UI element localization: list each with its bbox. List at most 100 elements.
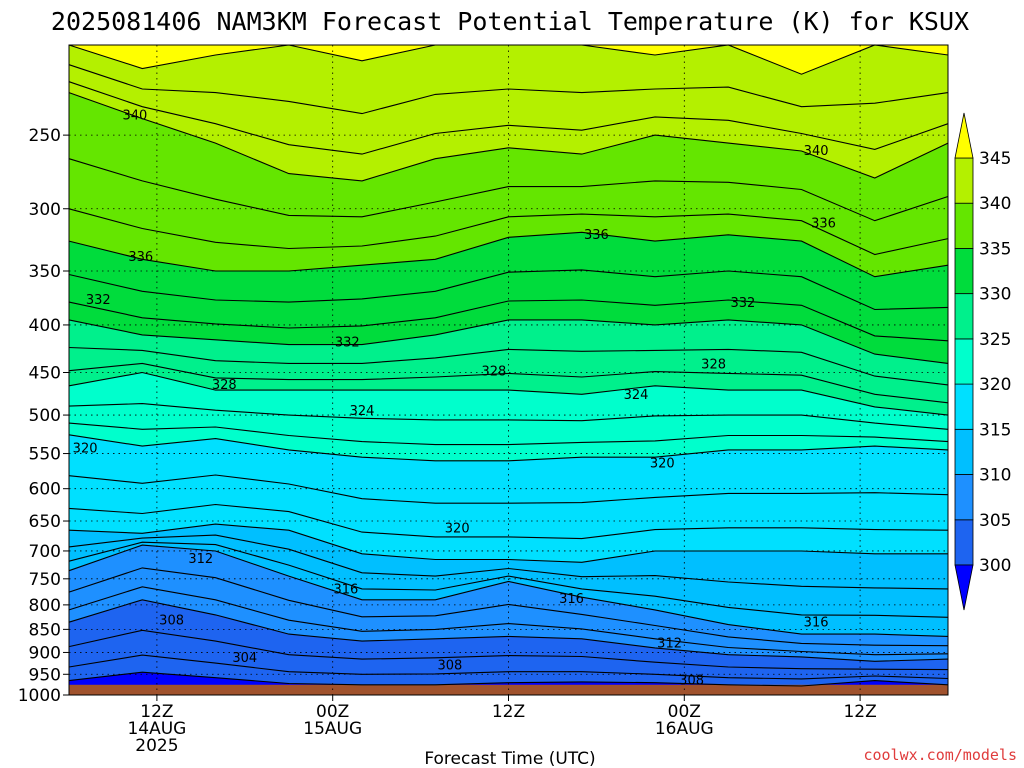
contour-line <box>68 599 949 662</box>
y-tick-label: 550 <box>29 445 61 465</box>
x-tick-label: 16AUG <box>655 719 714 739</box>
contour-label: 316 <box>559 592 584 607</box>
contour-label: 308 <box>679 674 704 689</box>
contour-label: 340 <box>122 108 147 123</box>
colorbar-box <box>954 474 974 521</box>
contour-line <box>68 434 949 462</box>
contour-label: 336 <box>811 216 836 231</box>
colorbar-box <box>954 338 974 385</box>
contour-label: 340 <box>804 144 829 159</box>
y-tick-label: 250 <box>29 126 61 146</box>
contour-line <box>68 503 949 540</box>
y-tick-label: 650 <box>29 512 61 532</box>
contour-line <box>68 474 949 504</box>
y-tick-label: 400 <box>29 316 61 336</box>
colorbar-arrow-top <box>954 112 974 159</box>
contour-labels: 340 340 336 336 336 332 332 332 328 328 328 324 324 3… <box>73 108 836 688</box>
contour-label: 332 <box>335 336 360 351</box>
y-tick-label: 300 <box>29 200 61 220</box>
contour-line <box>68 541 949 618</box>
contour-line <box>68 362 949 404</box>
credit-link[interactable]: coolwx.com/models <box>863 746 1017 764</box>
x-tick-label: 15AUG <box>303 719 362 739</box>
contour-label: 320 <box>650 457 675 472</box>
contour-line <box>68 269 949 311</box>
chart-title: 2025081406 NAM3KM Forecast Potential Tem… <box>51 7 969 36</box>
contour-label: 312 <box>657 636 682 651</box>
colorbar-box <box>954 293 974 340</box>
x-tick-label: 14AUG <box>127 719 186 739</box>
x-axis-label: Forecast Time (UTC) <box>424 749 595 768</box>
colorbar-label: 305 <box>979 511 1011 531</box>
contour-label: 324 <box>350 404 375 419</box>
x-tick-label: 00Z <box>668 702 701 722</box>
colorbar-box <box>954 519 974 566</box>
grid-lines <box>69 45 948 695</box>
contour-label: 324 <box>624 388 649 403</box>
y-tick-label: 950 <box>29 665 61 685</box>
contour-label: 328 <box>481 365 506 380</box>
y-tick-label: 1000 <box>18 686 61 706</box>
colorbar-box <box>954 247 974 294</box>
x-tick-label: 12Z <box>843 702 876 722</box>
colorbar-arrow-bottom <box>954 564 974 611</box>
colorbar-box <box>954 157 974 204</box>
colorbar-label: 320 <box>979 375 1011 395</box>
y-tick-label: 350 <box>29 262 61 282</box>
colorbar-label: 315 <box>979 420 1011 440</box>
y-tick-label: 800 <box>29 596 61 616</box>
contour-label: 332 <box>730 296 755 311</box>
colorbar-label: 340 <box>979 194 1011 214</box>
contour-line <box>68 158 949 222</box>
y-tick-label: 900 <box>29 643 61 663</box>
contour-label: 304 <box>232 651 257 666</box>
x-tick-label: 2025 <box>135 736 178 756</box>
contour-label: 316 <box>333 582 358 597</box>
y-tick-label: 700 <box>29 542 61 562</box>
contour-label: 308 <box>437 659 462 674</box>
contour-line <box>68 654 949 680</box>
contour-line <box>68 371 949 416</box>
contour-line <box>68 231 949 278</box>
contour-label: 320 <box>73 441 98 456</box>
y-tick-label: 850 <box>29 620 61 640</box>
y-tick-label: 450 <box>29 364 61 384</box>
contour-label: 336 <box>128 250 153 265</box>
y-tick-label: 750 <box>29 570 61 590</box>
contour-line <box>68 544 949 637</box>
contour-line <box>68 92 949 182</box>
x-tick-label: 12Z <box>492 702 525 722</box>
colorbar-box <box>954 428 974 475</box>
colorbar-label: 300 <box>979 556 1011 576</box>
colorbar-label: 335 <box>979 239 1011 259</box>
y-tick-label: 500 <box>29 406 61 426</box>
colorbar: 300 305 310 315 320 325 330 335 340 345 <box>954 112 1011 611</box>
x-tick-label: 12Z <box>140 702 173 722</box>
contour-label: 336 <box>584 228 609 243</box>
colorbar-label: 345 <box>979 149 1011 169</box>
contour-label: 316 <box>804 616 829 631</box>
contour-line <box>68 299 949 342</box>
colorbar-box <box>954 202 974 249</box>
colorbar-box <box>954 383 974 430</box>
contour-label: 312 <box>188 552 213 567</box>
colorbar-label: 330 <box>979 285 1011 305</box>
filled-contour-bands <box>69 45 948 696</box>
y-tick-label: 600 <box>29 480 61 500</box>
x-tick-label: 00Z <box>316 702 349 722</box>
contour-line <box>68 671 949 687</box>
contour-label: 328 <box>212 378 237 393</box>
contour-line <box>68 346 949 386</box>
contour-label: 308 <box>159 614 184 629</box>
colorbar-label: 325 <box>979 330 1011 350</box>
contour-label: 320 <box>445 521 470 536</box>
contour-line <box>68 567 949 647</box>
contour-label: 332 <box>86 293 111 308</box>
y-axis: 250 300 350 400 450 500 550 600 650 700 750 800 850 9… <box>18 126 69 706</box>
contour-line <box>68 422 949 446</box>
colorbar-label: 310 <box>979 466 1011 486</box>
contour-label: 328 <box>701 357 726 372</box>
contour-line <box>68 81 949 155</box>
